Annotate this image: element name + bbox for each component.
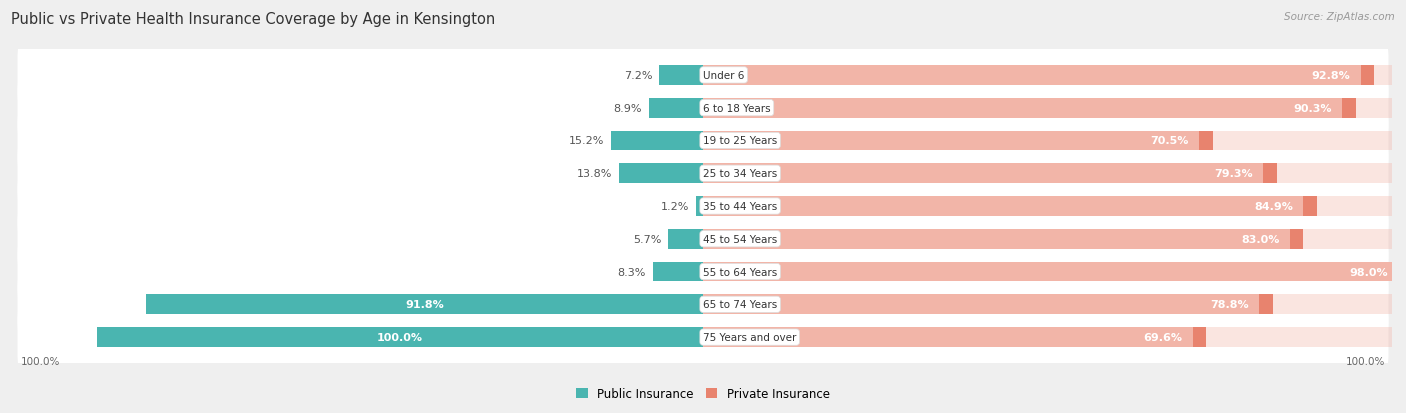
FancyBboxPatch shape xyxy=(703,99,1357,118)
FancyBboxPatch shape xyxy=(1263,164,1277,184)
Text: 13.8%: 13.8% xyxy=(576,169,613,179)
FancyBboxPatch shape xyxy=(17,240,1389,304)
FancyBboxPatch shape xyxy=(703,131,1213,151)
FancyBboxPatch shape xyxy=(146,295,703,314)
FancyBboxPatch shape xyxy=(703,164,1277,184)
Text: 7.2%: 7.2% xyxy=(624,71,652,81)
FancyBboxPatch shape xyxy=(703,197,1317,216)
Text: 100.0%: 100.0% xyxy=(377,332,423,342)
Text: 19 to 25 Years: 19 to 25 Years xyxy=(703,136,778,146)
Text: 45 to 54 Years: 45 to 54 Years xyxy=(703,234,778,244)
Text: 8.9%: 8.9% xyxy=(613,103,643,114)
FancyBboxPatch shape xyxy=(668,229,703,249)
Text: 100.0%: 100.0% xyxy=(21,356,60,366)
FancyBboxPatch shape xyxy=(650,99,703,118)
Text: 55 to 64 Years: 55 to 64 Years xyxy=(703,267,778,277)
FancyBboxPatch shape xyxy=(703,164,1406,184)
FancyBboxPatch shape xyxy=(610,131,703,151)
FancyBboxPatch shape xyxy=(1260,295,1272,314)
FancyBboxPatch shape xyxy=(17,207,1389,272)
FancyBboxPatch shape xyxy=(696,197,703,216)
Text: 98.0%: 98.0% xyxy=(1350,267,1388,277)
FancyBboxPatch shape xyxy=(97,328,703,347)
Text: 91.8%: 91.8% xyxy=(405,299,444,310)
Text: 1.2%: 1.2% xyxy=(661,202,689,211)
FancyBboxPatch shape xyxy=(703,197,1406,216)
Text: 100.0%: 100.0% xyxy=(1346,356,1385,366)
Text: Public vs Private Health Insurance Coverage by Age in Kensington: Public vs Private Health Insurance Cover… xyxy=(11,12,495,27)
Text: 8.3%: 8.3% xyxy=(617,267,645,277)
FancyBboxPatch shape xyxy=(1289,229,1303,249)
FancyBboxPatch shape xyxy=(17,109,1389,173)
Text: Under 6: Under 6 xyxy=(703,71,744,81)
FancyBboxPatch shape xyxy=(703,328,1406,347)
Text: 75 Years and over: 75 Years and over xyxy=(703,332,796,342)
FancyBboxPatch shape xyxy=(703,229,1406,249)
FancyBboxPatch shape xyxy=(1398,262,1406,282)
FancyBboxPatch shape xyxy=(703,66,1406,85)
FancyBboxPatch shape xyxy=(1192,328,1206,347)
Text: Source: ZipAtlas.com: Source: ZipAtlas.com xyxy=(1284,12,1395,22)
FancyBboxPatch shape xyxy=(703,295,1272,314)
FancyBboxPatch shape xyxy=(703,262,1406,282)
Legend: Public Insurance, Private Insurance: Public Insurance, Private Insurance xyxy=(571,382,835,405)
Text: 90.3%: 90.3% xyxy=(1294,103,1331,114)
FancyBboxPatch shape xyxy=(703,99,1406,118)
FancyBboxPatch shape xyxy=(703,229,1303,249)
Text: 15.2%: 15.2% xyxy=(568,136,605,146)
FancyBboxPatch shape xyxy=(1303,197,1317,216)
FancyBboxPatch shape xyxy=(17,272,1389,337)
FancyBboxPatch shape xyxy=(1361,66,1374,85)
Text: 65 to 74 Years: 65 to 74 Years xyxy=(703,299,778,310)
Text: 78.8%: 78.8% xyxy=(1211,299,1249,310)
FancyBboxPatch shape xyxy=(1199,131,1213,151)
FancyBboxPatch shape xyxy=(703,66,1374,85)
FancyBboxPatch shape xyxy=(1343,99,1357,118)
Text: 79.3%: 79.3% xyxy=(1213,169,1253,179)
FancyBboxPatch shape xyxy=(703,328,1206,347)
FancyBboxPatch shape xyxy=(659,66,703,85)
Text: 84.9%: 84.9% xyxy=(1254,202,1294,211)
Text: 70.5%: 70.5% xyxy=(1150,136,1189,146)
FancyBboxPatch shape xyxy=(703,262,1406,282)
Text: 6 to 18 Years: 6 to 18 Years xyxy=(703,103,770,114)
Text: 5.7%: 5.7% xyxy=(633,234,662,244)
Text: 35 to 44 Years: 35 to 44 Years xyxy=(703,202,778,211)
FancyBboxPatch shape xyxy=(703,295,1406,314)
Text: 69.6%: 69.6% xyxy=(1143,332,1182,342)
Text: 25 to 34 Years: 25 to 34 Years xyxy=(703,169,778,179)
Text: 92.8%: 92.8% xyxy=(1312,71,1350,81)
FancyBboxPatch shape xyxy=(17,141,1389,206)
FancyBboxPatch shape xyxy=(619,164,703,184)
FancyBboxPatch shape xyxy=(17,174,1389,239)
FancyBboxPatch shape xyxy=(17,76,1389,141)
Text: 83.0%: 83.0% xyxy=(1241,234,1279,244)
FancyBboxPatch shape xyxy=(703,131,1406,151)
FancyBboxPatch shape xyxy=(17,305,1389,370)
FancyBboxPatch shape xyxy=(652,262,703,282)
FancyBboxPatch shape xyxy=(17,43,1389,108)
